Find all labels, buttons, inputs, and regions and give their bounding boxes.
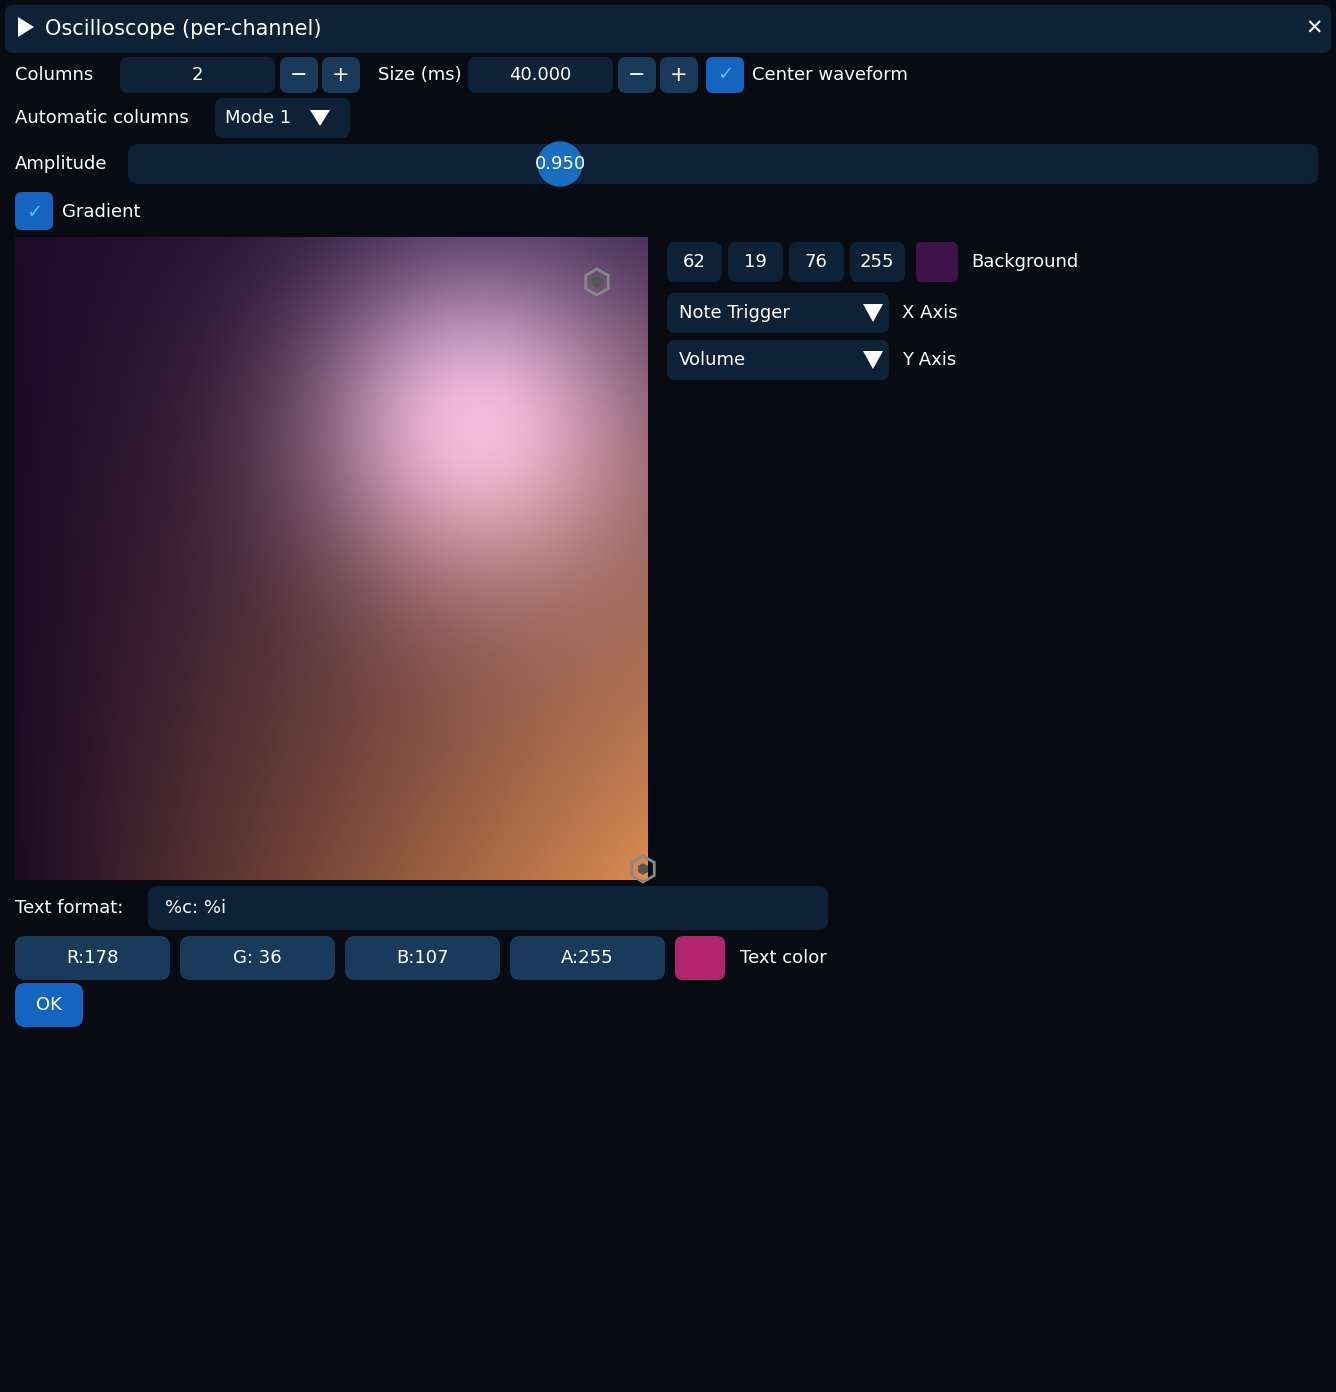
Text: ✓: ✓ <box>717 65 733 85</box>
FancyBboxPatch shape <box>5 6 1331 1386</box>
FancyBboxPatch shape <box>148 885 828 930</box>
FancyBboxPatch shape <box>916 242 958 283</box>
Polygon shape <box>17 17 33 38</box>
Text: B:107: B:107 <box>395 949 449 967</box>
Polygon shape <box>637 863 648 874</box>
Text: Size (ms): Size (ms) <box>378 65 462 84</box>
Text: OK: OK <box>36 997 61 1013</box>
Text: 2: 2 <box>191 65 203 84</box>
Text: X Axis: X Axis <box>902 303 958 322</box>
Text: Background: Background <box>971 253 1078 271</box>
Text: Automatic columns: Automatic columns <box>15 109 188 127</box>
Text: −: − <box>628 65 645 85</box>
Text: 62: 62 <box>683 253 705 271</box>
FancyBboxPatch shape <box>510 935 665 980</box>
Polygon shape <box>863 303 883 322</box>
Text: Center waveform: Center waveform <box>752 65 908 84</box>
FancyBboxPatch shape <box>667 340 888 380</box>
FancyBboxPatch shape <box>667 292 888 333</box>
FancyBboxPatch shape <box>15 192 53 230</box>
Polygon shape <box>592 276 603 288</box>
Text: Oscilloscope (per-channel): Oscilloscope (per-channel) <box>45 19 322 39</box>
Text: 19: 19 <box>744 253 767 271</box>
FancyBboxPatch shape <box>850 242 904 283</box>
FancyBboxPatch shape <box>667 242 721 283</box>
Text: 76: 76 <box>804 253 827 271</box>
Text: Columns: Columns <box>15 65 94 84</box>
FancyBboxPatch shape <box>281 57 318 93</box>
FancyBboxPatch shape <box>675 935 725 980</box>
FancyBboxPatch shape <box>180 935 335 980</box>
Polygon shape <box>863 351 883 369</box>
Text: Gradient: Gradient <box>61 203 140 221</box>
Text: Note Trigger: Note Trigger <box>679 303 790 322</box>
Text: G: 36: G: 36 <box>232 949 282 967</box>
Text: Mode 1: Mode 1 <box>224 109 291 127</box>
FancyBboxPatch shape <box>128 143 1319 184</box>
Text: Text format:: Text format: <box>15 899 123 917</box>
Text: +: + <box>333 65 350 85</box>
FancyBboxPatch shape <box>790 242 844 283</box>
FancyBboxPatch shape <box>15 935 170 980</box>
Text: ✕: ✕ <box>1305 19 1323 39</box>
Text: 255: 255 <box>860 253 894 271</box>
Text: 40.000: 40.000 <box>509 65 570 84</box>
Text: R:178: R:178 <box>65 949 118 967</box>
Circle shape <box>538 142 582 187</box>
Text: Volume: Volume <box>679 351 745 369</box>
Text: Y Axis: Y Axis <box>902 351 957 369</box>
Text: 0.950: 0.950 <box>534 155 585 173</box>
FancyBboxPatch shape <box>345 935 500 980</box>
FancyBboxPatch shape <box>5 6 1331 53</box>
Text: Text color: Text color <box>740 949 827 967</box>
FancyBboxPatch shape <box>660 57 697 93</box>
FancyBboxPatch shape <box>728 242 783 283</box>
FancyBboxPatch shape <box>15 983 83 1027</box>
Polygon shape <box>310 110 330 127</box>
FancyBboxPatch shape <box>619 57 656 93</box>
FancyBboxPatch shape <box>215 97 350 138</box>
Text: %c: %i: %c: %i <box>166 899 226 917</box>
FancyBboxPatch shape <box>120 57 275 93</box>
Text: Amplitude: Amplitude <box>15 155 107 173</box>
FancyBboxPatch shape <box>705 57 744 93</box>
Text: −: − <box>290 65 307 85</box>
Text: ✓: ✓ <box>25 202 43 221</box>
Text: A:255: A:255 <box>561 949 613 967</box>
FancyBboxPatch shape <box>468 57 613 93</box>
Text: +: + <box>671 65 688 85</box>
FancyBboxPatch shape <box>322 57 359 93</box>
